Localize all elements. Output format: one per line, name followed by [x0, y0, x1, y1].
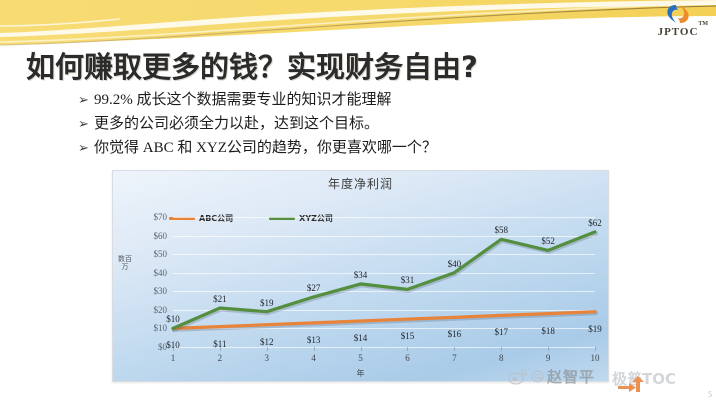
data-label: $34: [353, 269, 368, 280]
series-line-abc: [171, 310, 597, 330]
bullet-text: 99.2% 成长这个数据需要专业的知识才能理解: [94, 92, 392, 108]
x-axis-tick-label: 10: [590, 353, 600, 363]
x-axis-tick: [219, 347, 221, 351]
x-axis-tick: [360, 347, 362, 351]
legend-label: XYZ公司: [299, 214, 333, 223]
x-axis-tick-label: 4: [311, 353, 316, 363]
page-title: 如何赚取更多的钱？实现财务自由?: [26, 50, 478, 84]
toc-wordmark: 极普TOC: [612, 370, 676, 388]
bullet-text: 你觉得 ABC 和 XYZ公司的趋势，你更喜欢哪一个？: [94, 140, 437, 156]
gridline: [173, 235, 595, 237]
data-label: $19: [588, 323, 602, 334]
y-axis-tick-label: $50: [153, 249, 168, 260]
x-axis-tick-label: 5: [358, 353, 363, 363]
y-axis-tick-label: $0: [158, 342, 167, 352]
bullet-arrow-icon: ➢: [78, 92, 89, 107]
gridline: [173, 272, 595, 274]
data-label: $52: [541, 236, 555, 247]
bullet-text: 更多的公司必须全力以赴，达到这个目标。: [94, 116, 380, 132]
trademark-icon: TM: [698, 21, 708, 27]
data-label: $15: [400, 331, 415, 342]
data-label: $40: [447, 258, 462, 269]
gridline: [173, 328, 595, 330]
data-label: $12: [260, 336, 274, 347]
data-label: $11: [213, 338, 227, 349]
toc-watermark: 极普TOC: [612, 366, 712, 392]
line-chart: 年度净利润 ABC公司 XYZ公司 数百万 年 $0 $10 $20 $30 $40 $5…: [112, 170, 609, 382]
series-line-xyz: [171, 230, 597, 330]
y-axis-tick-label: $20: [153, 304, 168, 315]
gridline: [173, 291, 595, 293]
jptoc-swirl-icon: [663, 2, 693, 26]
jptoc-logo: TM JPTOC: [646, 2, 710, 46]
header-decoration: [0, 0, 716, 46]
data-label: $13: [306, 334, 321, 345]
data-label: $10: [166, 314, 180, 325]
x-axis-tick: [595, 347, 596, 351]
x-axis-tick: [548, 347, 550, 351]
gridline: [173, 347, 595, 348]
data-label: $27: [306, 282, 321, 293]
x-axis-tick: [266, 347, 268, 351]
x-axis-tick-label: 7: [452, 353, 457, 363]
data-label: $10: [166, 340, 180, 351]
data-label: $16: [447, 329, 462, 340]
chart-title: 年度净利润: [327, 177, 393, 191]
data-label: $19: [260, 297, 274, 308]
x-axis-tick: [313, 347, 315, 351]
legend-swatch-icon: [269, 217, 296, 220]
list-item: ➢ 99.2% 成长这个数据需要专业的知识才能理解: [78, 88, 618, 112]
x-axis-tick-label: 8: [498, 353, 504, 363]
x-axis-tick-label: 9: [545, 353, 551, 363]
y-axis-tick-label: $70: [153, 212, 168, 222]
x-axis-tick-label: 1: [170, 353, 176, 363]
data-label: $14: [353, 333, 368, 343]
data-label: $58: [494, 225, 508, 236]
x-axis-tick: [501, 347, 503, 351]
x-axis-tick: [407, 347, 409, 351]
toc-arrows-icon: [618, 376, 644, 392]
data-label: $62: [588, 217, 602, 228]
x-axis-tick: [173, 347, 174, 351]
x-axis-tick: [454, 347, 456, 351]
logo-wordmark: JPTOC: [657, 26, 699, 38]
data-label: $21: [213, 294, 227, 304]
y-axis-tick-label: $60: [153, 230, 168, 241]
gridline: [173, 217, 595, 218]
x-axis-tick-label: 2: [217, 353, 223, 363]
gridline: [173, 254, 595, 256]
data-label: $31: [400, 275, 415, 286]
y-axis-title: 数百万: [118, 255, 132, 271]
bullet-arrow-icon: ➢: [78, 116, 89, 131]
chart-legend: ABC公司 XYZ公司: [169, 213, 333, 224]
list-item: ➢ 你觉得 ABC 和 XYZ公司的趋势，你更喜欢哪一个？: [78, 136, 618, 160]
data-label: $18: [541, 325, 555, 336]
data-label: $17: [494, 327, 508, 338]
page-number: 5: [708, 390, 712, 399]
x-axis-tick-label: 3: [264, 353, 270, 363]
bullet-arrow-icon: ➢: [78, 140, 89, 155]
gridline: [173, 309, 595, 311]
x-axis-title: 年: [356, 369, 365, 378]
legend-label: ABC公司: [199, 214, 234, 223]
legend-item-xyz[interactable]: XYZ公司: [269, 213, 333, 224]
y-axis-tick-label: $30: [153, 286, 168, 297]
header-wave-svg: [0, 0, 716, 46]
y-axis-tick-label: $10: [153, 323, 168, 334]
list-item: ➢ 更多的公司必须全力以赴，达到这个目标。: [78, 112, 618, 136]
legend-swatch-icon: [169, 217, 195, 220]
y-axis-tick-label: $40: [153, 267, 168, 278]
bullet-list: ➢ 99.2% 成长这个数据需要专业的知识才能理解 ➢ 更多的公司必须全力以赴，…: [78, 88, 618, 160]
legend-item-abc[interactable]: ABC公司: [169, 213, 233, 224]
x-axis-tick-label: 6: [405, 353, 410, 363]
